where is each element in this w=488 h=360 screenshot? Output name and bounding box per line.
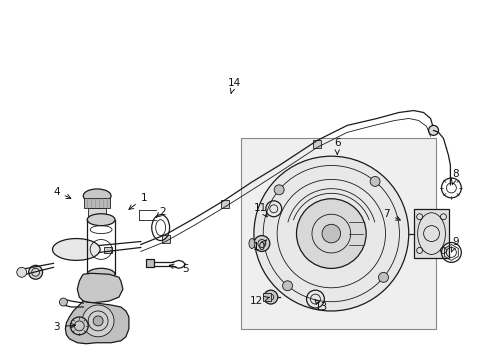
Circle shape xyxy=(427,125,438,135)
Circle shape xyxy=(82,305,114,337)
Circle shape xyxy=(322,224,340,243)
Circle shape xyxy=(296,199,366,269)
Text: 2: 2 xyxy=(156,207,165,217)
Circle shape xyxy=(93,316,103,326)
Text: 1: 1 xyxy=(129,193,147,210)
Circle shape xyxy=(378,273,387,282)
Circle shape xyxy=(70,317,88,335)
Circle shape xyxy=(17,267,27,277)
Text: 9: 9 xyxy=(450,237,458,252)
Text: 5: 5 xyxy=(169,264,188,274)
Bar xyxy=(413,209,448,258)
Ellipse shape xyxy=(248,239,254,248)
Text: 13: 13 xyxy=(314,299,327,312)
Circle shape xyxy=(253,156,408,311)
Bar xyxy=(84,198,110,208)
Text: 14: 14 xyxy=(227,78,240,93)
Text: 7: 7 xyxy=(383,209,400,220)
Circle shape xyxy=(369,176,379,186)
Bar xyxy=(241,138,435,329)
Bar xyxy=(313,140,321,148)
Circle shape xyxy=(274,185,284,195)
Ellipse shape xyxy=(87,214,115,226)
Text: 4: 4 xyxy=(53,187,71,198)
Text: 12: 12 xyxy=(250,296,268,306)
Text: 10: 10 xyxy=(252,240,266,252)
Text: 3: 3 xyxy=(53,322,75,332)
Polygon shape xyxy=(65,301,129,344)
Bar xyxy=(162,235,169,243)
Text: 8: 8 xyxy=(450,169,458,185)
Bar xyxy=(145,260,153,267)
Ellipse shape xyxy=(52,239,100,260)
Ellipse shape xyxy=(87,268,115,280)
Polygon shape xyxy=(263,293,270,301)
Circle shape xyxy=(253,235,269,251)
Circle shape xyxy=(60,298,67,306)
Circle shape xyxy=(264,290,277,304)
Ellipse shape xyxy=(83,189,111,203)
Text: 6: 6 xyxy=(333,138,340,154)
Circle shape xyxy=(29,265,42,279)
Text: 11: 11 xyxy=(254,203,267,217)
Bar xyxy=(221,200,229,208)
Circle shape xyxy=(282,281,292,291)
Bar xyxy=(104,247,112,253)
Polygon shape xyxy=(77,273,122,303)
Bar xyxy=(88,208,106,216)
